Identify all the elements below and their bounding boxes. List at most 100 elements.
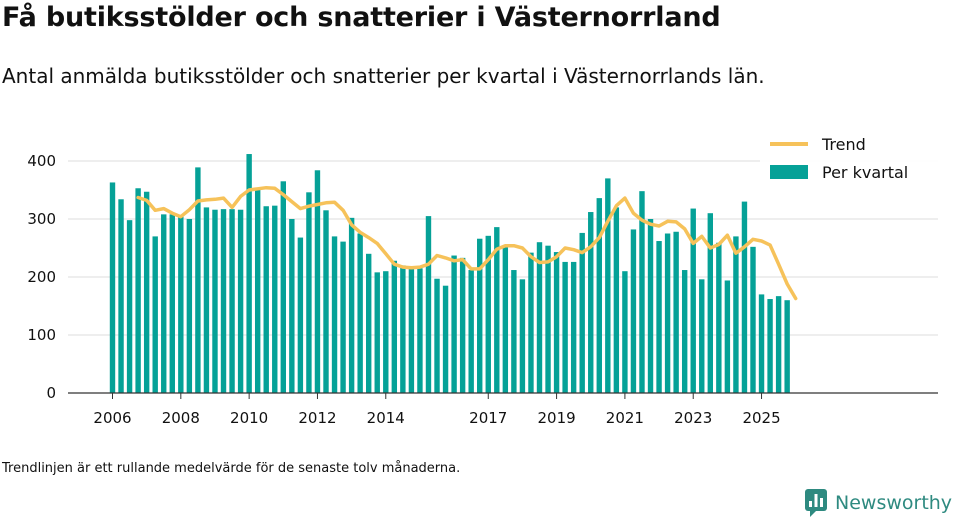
bar: [605, 178, 611, 393]
bar: [579, 232, 585, 393]
bar: [289, 219, 295, 393]
x-tick-label: 2014: [367, 409, 405, 427]
bar: [220, 209, 227, 393]
bar: [408, 268, 415, 393]
bar: [699, 279, 705, 393]
legend-trend-label: Trend: [821, 135, 866, 154]
chart-title: Få butiksstölder och snatterier i Väster…: [2, 2, 721, 33]
bar: [716, 242, 722, 393]
bar: [143, 191, 150, 393]
bar: [152, 236, 158, 393]
bar: [519, 279, 526, 393]
bar: [485, 235, 491, 393]
newsworthy-logo-icon: [805, 489, 827, 517]
bar: [442, 285, 449, 393]
bar: [425, 216, 432, 393]
bar: [203, 207, 210, 393]
bar: [767, 299, 773, 393]
x-tick-label: 2006: [93, 409, 131, 427]
bar: [254, 187, 261, 393]
bar: [570, 261, 577, 393]
bar: [383, 271, 389, 393]
bar: [775, 296, 782, 393]
bar: [545, 245, 551, 393]
bar: [741, 201, 748, 393]
x-axis: 2006 2008 2010 2012 2014 2017 2019 2021 2023 2025: [93, 393, 781, 427]
bar: [630, 229, 637, 393]
x-tick-label: 2019: [537, 409, 575, 427]
y-axis: 0 100 200 300 400: [27, 152, 56, 402]
bar: [118, 199, 124, 393]
bar: [656, 241, 662, 393]
bar: [348, 217, 355, 393]
bar: [246, 154, 252, 393]
bar: [647, 219, 654, 393]
bar: [536, 242, 543, 393]
bar: [400, 265, 406, 393]
bar: [528, 252, 534, 393]
x-tick-label: 2017: [469, 409, 507, 427]
bar: [758, 294, 765, 393]
x-tick-label: 2010: [230, 409, 268, 427]
legend-bar-label: Per kvartal: [822, 163, 908, 182]
bar: [169, 214, 175, 393]
bar: [639, 191, 645, 393]
bar: [613, 207, 620, 393]
footnote: Trendlinjen är ett rullande medelvärde f…: [2, 461, 461, 476]
y-tick-label: 400: [27, 152, 56, 170]
x-tick-label: 2025: [742, 409, 780, 427]
y-tick-label: 200: [27, 268, 56, 286]
bar: [178, 214, 184, 393]
bar: [664, 233, 671, 393]
bar: [477, 238, 483, 393]
bar: [323, 210, 329, 393]
bar: [417, 268, 423, 393]
x-tick-label: 2012: [298, 409, 336, 427]
bar: [161, 214, 167, 393]
bar: [690, 208, 696, 393]
bar: [673, 231, 679, 393]
bar: [374, 272, 380, 393]
bar: [237, 209, 244, 393]
bar: [622, 271, 628, 393]
brand[interactable]: Newsworthy: [804, 488, 952, 518]
brand-name: Newsworthy: [835, 492, 953, 514]
bar: [229, 209, 235, 393]
bar: [306, 192, 312, 393]
bar: [468, 270, 474, 393]
bar: [391, 260, 398, 393]
x-tick-label: 2008: [162, 409, 200, 427]
bar: [681, 270, 688, 393]
trend-line: [136, 185, 798, 301]
bar: [733, 236, 739, 393]
bar: [588, 212, 594, 393]
legend: Trend Per kvartal: [760, 130, 940, 185]
x-tick-label: 2023: [674, 409, 712, 427]
bar: [135, 188, 141, 393]
y-tick-label: 300: [27, 210, 56, 228]
bar: [331, 236, 338, 393]
bar: [784, 300, 790, 393]
x-tick-label: 2021: [606, 409, 644, 427]
bar: [750, 246, 756, 393]
bar: [494, 227, 500, 393]
y-tick-label: 0: [46, 384, 56, 402]
bar: [297, 237, 304, 393]
bar: [272, 205, 278, 393]
bar: [451, 255, 457, 393]
bar: [314, 170, 321, 393]
bar: [280, 181, 286, 393]
y-tick-label: 100: [27, 326, 56, 344]
bar: [553, 252, 560, 393]
bar: [502, 246, 509, 393]
bar: [596, 198, 602, 393]
bar: [195, 167, 201, 393]
bar: [459, 257, 466, 393]
bar-series: [68, 154, 938, 394]
trend-series: [136, 185, 798, 301]
bar: [212, 209, 218, 393]
legend-bar-swatch: [770, 165, 808, 179]
bar: [511, 270, 517, 393]
bar: [434, 278, 440, 393]
